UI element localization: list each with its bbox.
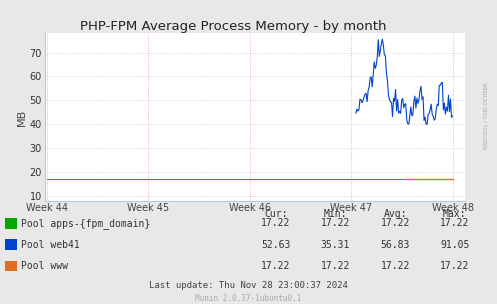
Text: 56.83: 56.83 — [380, 240, 410, 250]
Text: 17.22: 17.22 — [440, 219, 470, 228]
Text: 91.05: 91.05 — [440, 240, 470, 250]
Text: RRDTOOL / TOBI OETIKER: RRDTOOL / TOBI OETIKER — [483, 82, 488, 149]
Text: Min:: Min: — [324, 209, 347, 219]
Text: Pool web41: Pool web41 — [21, 240, 80, 250]
Text: Cur:: Cur: — [264, 209, 288, 219]
Text: Max:: Max: — [443, 209, 467, 219]
Text: 17.22: 17.22 — [380, 219, 410, 228]
Text: 17.22: 17.22 — [380, 261, 410, 271]
Text: Last update: Thu Nov 28 23:00:37 2024: Last update: Thu Nov 28 23:00:37 2024 — [149, 281, 348, 290]
Y-axis label: MB: MB — [17, 109, 27, 126]
Text: Avg:: Avg: — [383, 209, 407, 219]
Text: 17.22: 17.22 — [440, 261, 470, 271]
Text: 17.22: 17.22 — [261, 261, 291, 271]
Text: PHP-FPM Average Process Memory - by month: PHP-FPM Average Process Memory - by mont… — [81, 20, 387, 33]
Text: 17.22: 17.22 — [261, 219, 291, 228]
Text: Pool www: Pool www — [21, 261, 68, 271]
Text: 17.22: 17.22 — [321, 219, 350, 228]
Text: 52.63: 52.63 — [261, 240, 291, 250]
Text: 35.31: 35.31 — [321, 240, 350, 250]
Text: Munin 2.0.37-1ubuntu0.1: Munin 2.0.37-1ubuntu0.1 — [195, 294, 302, 303]
Text: Pool apps-{fpm_domain}: Pool apps-{fpm_domain} — [21, 218, 150, 229]
Text: 17.22: 17.22 — [321, 261, 350, 271]
